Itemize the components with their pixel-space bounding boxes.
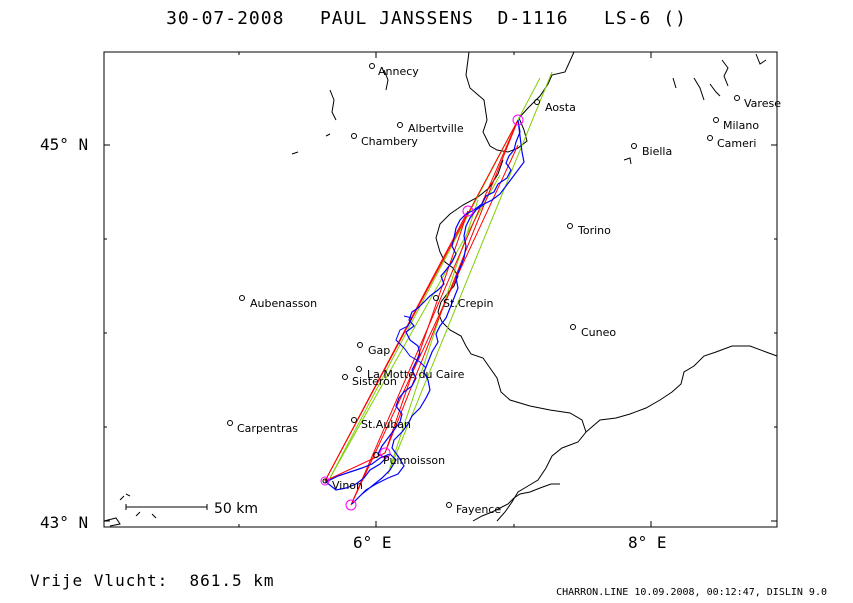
city-label: Aosta [545, 101, 576, 114]
city-label: Vinon [332, 479, 363, 492]
flight-track [395, 315, 427, 369]
lake [623, 157, 632, 165]
border-line [465, 51, 575, 153]
city-label: Fayence [456, 503, 501, 516]
free-flight-distance: Vrije Vlucht: 861.5 km [30, 571, 275, 590]
city-marker [239, 295, 245, 301]
city-label: Milano [723, 119, 759, 132]
turnpoint-marker [345, 499, 357, 511]
task-leg [350, 119, 519, 506]
city-marker [342, 374, 348, 380]
city-label: Chambery [361, 135, 418, 148]
turnpoint-marker [320, 476, 330, 486]
map-title: 30-07-2008 PAUL JANSSENS D-1116 LS-6 () [166, 8, 687, 29]
city-marker [356, 366, 362, 372]
task-leg [350, 144, 519, 506]
city-label: La Motte du Caire [367, 368, 465, 381]
lake [693, 77, 705, 101]
city-marker [713, 117, 719, 123]
scale-bar [125, 504, 208, 510]
flight-track [324, 119, 525, 505]
city-label: Puimoisson [383, 454, 445, 467]
axis-ticks [104, 52, 777, 527]
task-legs [324, 119, 519, 506]
coastline [472, 483, 560, 522]
city-marker [373, 452, 379, 458]
city-label: St.Auban [361, 418, 411, 431]
software-credit: CHARRON.LINE 10.09.2008, 00:12:47, DISLI… [556, 587, 827, 598]
lake [755, 53, 767, 65]
city-marker [707, 135, 713, 141]
task-leg [384, 210, 469, 454]
lake [721, 59, 729, 87]
city-label: Varese [744, 97, 781, 110]
city-label: Cameri [717, 137, 756, 150]
lon-label-6: 6° E [353, 533, 392, 552]
city-marker [322, 478, 328, 484]
city-markers: Annecy Albertville Chambery Aosta Biella… [227, 63, 781, 516]
city-label: Gap [368, 344, 390, 357]
border-line [585, 345, 778, 433]
city-marker [227, 420, 233, 426]
city-label: St.Crepin [443, 297, 494, 310]
border-line [325, 133, 331, 137]
city-marker [570, 324, 576, 330]
scale-bar-label: 50 km [214, 501, 258, 517]
map-frame [103, 51, 778, 528]
city-label: Cuneo [581, 326, 616, 339]
lon-label-8: 8° E [628, 533, 667, 552]
city-marker [631, 143, 637, 149]
border-line [329, 89, 337, 121]
city-label: Albertville [408, 122, 464, 135]
border-line [383, 69, 389, 91]
city-label: Aubenasson [250, 297, 317, 310]
lake [709, 83, 721, 97]
lat-label-43: 43° N [40, 513, 89, 532]
city-marker [357, 342, 363, 348]
turnpoint-marker [512, 114, 524, 126]
city-marker [351, 133, 357, 139]
city-marker [534, 99, 540, 105]
task-leg [324, 210, 469, 482]
city-marker [734, 95, 740, 101]
lat-label-45: 45° N [40, 135, 89, 154]
turnpoint-marker [462, 205, 474, 217]
sector-line [329, 174, 501, 479]
lake [119, 493, 157, 519]
coastline [103, 517, 121, 527]
turnpoint-marker [379, 447, 391, 459]
city-label: Biella [642, 145, 672, 158]
city-marker [446, 502, 452, 508]
lake [672, 77, 677, 89]
city-label: Sisteron [352, 375, 397, 388]
task-leg [384, 119, 519, 454]
city-marker [351, 417, 357, 423]
city-label: Carpentras [237, 422, 298, 435]
border-line [291, 151, 299, 155]
sector-line [387, 71, 553, 475]
city-marker [397, 122, 403, 128]
city-marker [433, 295, 439, 301]
city-marker [567, 223, 573, 229]
city-marker [369, 63, 375, 69]
city-label: Annecy [378, 65, 419, 78]
borders [103, 51, 778, 527]
border-line [435, 159, 587, 522]
city-label: Torino [577, 224, 611, 237]
turnpoints [320, 114, 524, 511]
